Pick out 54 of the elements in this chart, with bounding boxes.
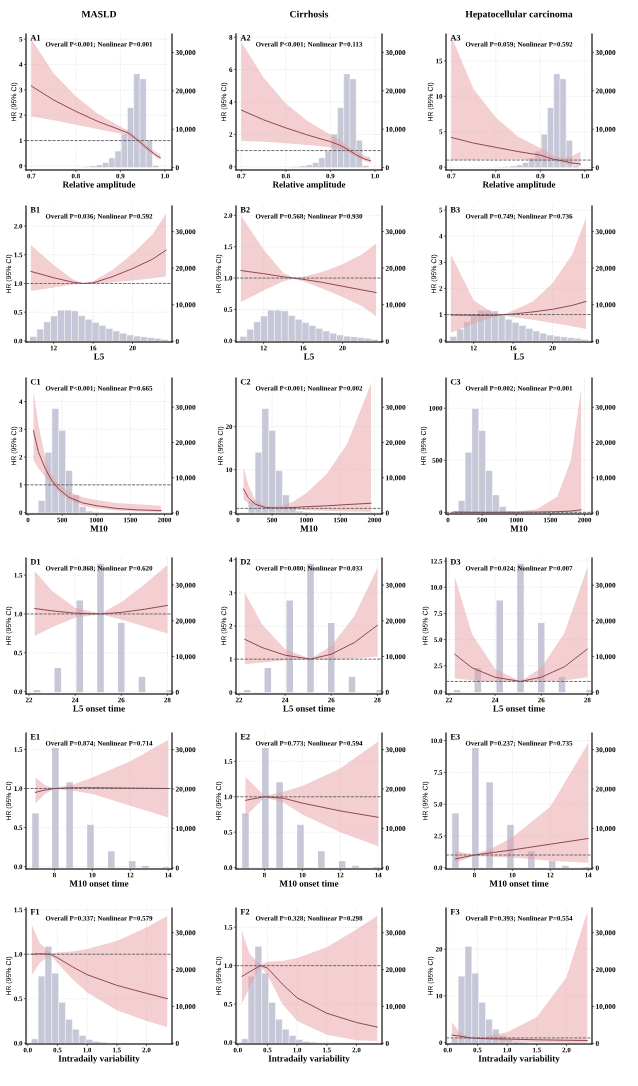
annotation: F1: [30, 908, 40, 915]
x-axis-title: M10: [300, 525, 318, 532]
annotation: C1: [30, 378, 41, 385]
x-axis-title: M10 onset time: [279, 880, 339, 887]
annotation: C3: [450, 378, 461, 385]
x-axis-title: L5 onset time: [73, 705, 125, 712]
line-series: [240, 109, 371, 162]
annotation: F3: [450, 908, 460, 915]
x-axis-title: M10: [510, 525, 528, 532]
x-axis-title: Relative amplitude: [482, 181, 556, 190]
line-series: [30, 249, 167, 284]
annotation: C2: [240, 378, 251, 385]
line-series: [244, 624, 378, 660]
x-axis-title: Relative amplitude: [272, 181, 346, 190]
x-axis-title: L5: [513, 353, 524, 360]
x-axis-title: Intradaily variability: [478, 1055, 560, 1064]
chart-title: Hepatocellular carcinoma: [465, 10, 573, 20]
line-series: [455, 838, 589, 860]
x-axis-title: L5: [93, 353, 104, 360]
x-axis-title: Intradaily variability: [58, 1055, 140, 1064]
annotation: E3: [450, 733, 460, 740]
x-axis-title: M10: [90, 525, 108, 532]
x-axis-title: L5: [303, 353, 314, 360]
annotation: B1: [30, 206, 40, 213]
annotation: A1: [30, 34, 41, 41]
chart-title: MASLD: [81, 10, 117, 18]
x-axis-title: Relative amplitude: [62, 181, 136, 190]
annotation: D1: [30, 558, 41, 565]
annotation: E2: [240, 733, 250, 740]
annotation: B2: [240, 206, 250, 213]
line-series: [30, 85, 161, 159]
line-series: [450, 301, 587, 316]
x-axis-title: M10 onset time: [69, 880, 129, 887]
chart-title: Cirrhosis: [290, 10, 329, 18]
x-axis-title: L5 onset time: [493, 705, 545, 712]
annotation: B3: [450, 206, 460, 213]
x-axis-title: Intradaily variability: [268, 1055, 350, 1064]
line-series: [31, 953, 168, 1000]
bar: [264, 667, 272, 693]
annotation: A2: [240, 34, 251, 41]
bar: [54, 667, 62, 693]
annotation: D2: [240, 558, 251, 565]
line-series: [33, 430, 162, 512]
annotation: A3: [450, 34, 461, 41]
x-axis-title: M10 onset time: [489, 880, 549, 887]
line-series: [34, 604, 168, 615]
annotation: E1: [30, 733, 40, 740]
annotation: F2: [240, 908, 250, 915]
line-series: [240, 270, 377, 293]
annotation: D3: [450, 558, 461, 565]
line-series: [454, 648, 588, 682]
line-series: [245, 796, 379, 818]
line-series: [241, 965, 378, 1028]
x-axis-title: L5 onset time: [283, 705, 335, 712]
